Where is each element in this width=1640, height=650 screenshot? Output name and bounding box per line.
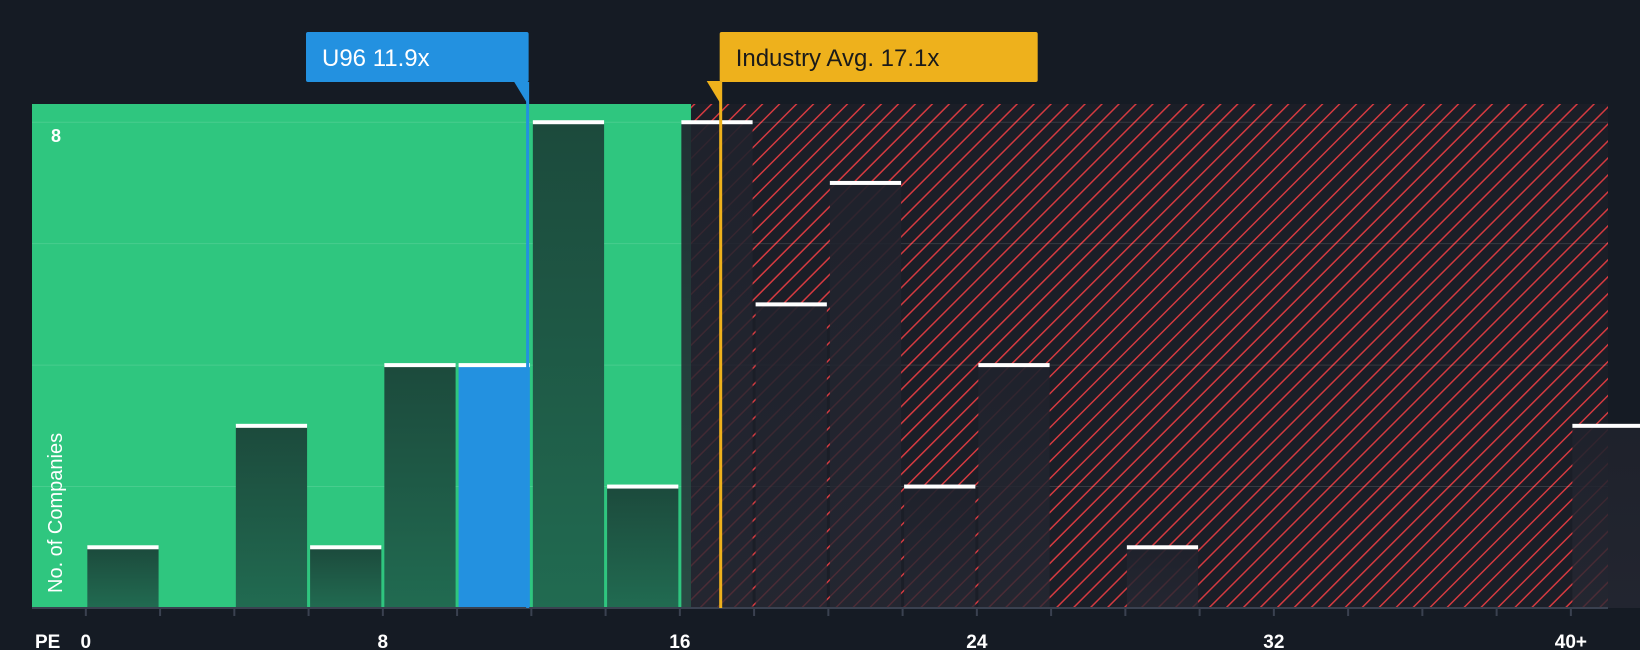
industry-average-marker: Industry Avg. 17.1x [706, 32, 1038, 608]
bar-cap [384, 363, 456, 368]
y-tick-label: 8 [51, 126, 61, 146]
bar [681, 122, 753, 609]
bar [87, 547, 159, 608]
bar [1126, 547, 1199, 608]
x-tick-label: 24 [966, 632, 988, 650]
bar-cap [1126, 545, 1199, 550]
bar [829, 182, 902, 608]
bar-cap [978, 363, 1050, 368]
bar-cap [532, 120, 605, 125]
bar-cap [681, 120, 753, 125]
company-pe-label: U96 11.9x [322, 45, 430, 72]
bar-company-bin [458, 365, 530, 608]
bar-cap [1572, 423, 1640, 428]
company-pe-pointer [513, 81, 528, 104]
x-axis-ticks: 0 8 16 24 32 40+ [81, 608, 1587, 650]
bar [904, 486, 976, 608]
bar-cap [310, 545, 382, 550]
bars [87, 120, 1640, 609]
x-tick-label: 32 [1263, 632, 1284, 650]
bar-cap [235, 423, 308, 428]
y-axis-ticks: 8 [51, 126, 61, 146]
bar [310, 547, 382, 608]
x-tick-label: 40+ [1555, 632, 1587, 650]
x-tick-label: 16 [669, 632, 690, 650]
industry-average-label-box [719, 32, 1038, 82]
bar [978, 365, 1050, 608]
bar [755, 304, 827, 608]
bar [607, 486, 679, 608]
industry-average-label: Industry Avg. 17.1x [736, 45, 940, 72]
x-tick-label: 0 [81, 632, 92, 650]
bar [235, 425, 308, 608]
industry-average-pointer [706, 81, 721, 104]
x-tick-label: 8 [378, 632, 389, 650]
y-axis-label: No. of Companies [45, 433, 67, 593]
x-axis-label: PE [35, 632, 60, 650]
bar-cap [607, 484, 679, 489]
bar-cap [829, 180, 902, 185]
bar [532, 122, 605, 609]
company-marker: U96 11.9x [306, 32, 530, 608]
bar-cap [904, 484, 976, 489]
company-pe-label-box [306, 32, 529, 82]
bar [1572, 425, 1640, 608]
bar-cap [87, 545, 159, 550]
bar-cap [755, 302, 827, 307]
overvalued-zone [690, 104, 1608, 608]
bar-cap [458, 363, 530, 368]
bar [384, 365, 456, 608]
